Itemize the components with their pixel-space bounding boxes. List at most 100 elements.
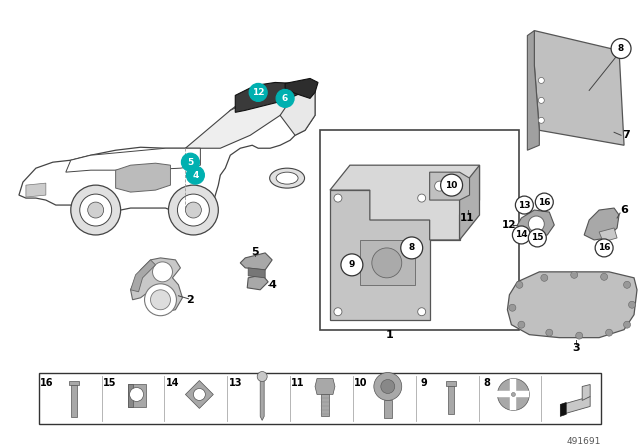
Text: 6: 6 <box>282 94 288 103</box>
Circle shape <box>515 196 533 214</box>
Bar <box>360 240 415 285</box>
Bar <box>321 395 329 416</box>
Circle shape <box>535 193 553 211</box>
Polygon shape <box>517 210 554 237</box>
Circle shape <box>628 301 636 308</box>
Polygon shape <box>240 253 272 270</box>
Circle shape <box>595 239 613 257</box>
Circle shape <box>334 194 342 202</box>
Bar <box>71 385 77 418</box>
Text: 11: 11 <box>460 213 475 223</box>
Polygon shape <box>131 258 182 312</box>
Polygon shape <box>560 402 566 416</box>
Text: 7: 7 <box>622 130 630 140</box>
Circle shape <box>571 271 578 278</box>
Text: 4: 4 <box>268 280 276 290</box>
Text: 10: 10 <box>354 378 367 388</box>
Text: 8: 8 <box>483 378 490 388</box>
Bar <box>68 380 79 385</box>
Polygon shape <box>315 379 335 395</box>
Text: 15: 15 <box>531 233 543 242</box>
Circle shape <box>497 379 529 410</box>
Circle shape <box>576 332 582 339</box>
Circle shape <box>374 373 402 401</box>
Text: 14: 14 <box>166 378 179 388</box>
Bar <box>39 373 601 424</box>
Circle shape <box>177 194 209 226</box>
Text: 12: 12 <box>252 88 264 97</box>
Circle shape <box>381 379 395 393</box>
Circle shape <box>372 248 402 278</box>
Circle shape <box>518 321 525 328</box>
Circle shape <box>538 117 544 123</box>
Circle shape <box>80 194 111 226</box>
Text: 8: 8 <box>408 243 415 252</box>
Circle shape <box>88 202 104 218</box>
Bar <box>447 387 454 414</box>
Circle shape <box>168 185 218 235</box>
Circle shape <box>541 274 548 281</box>
Text: 5: 5 <box>188 158 193 167</box>
Polygon shape <box>186 380 213 409</box>
Circle shape <box>435 181 445 191</box>
Circle shape <box>186 202 202 218</box>
Polygon shape <box>66 148 200 172</box>
Polygon shape <box>330 190 460 320</box>
Bar <box>511 379 516 410</box>
Text: 6: 6 <box>620 205 628 215</box>
Circle shape <box>401 237 422 259</box>
Circle shape <box>440 174 463 196</box>
Polygon shape <box>186 93 305 148</box>
Bar <box>127 383 132 407</box>
Bar <box>445 380 456 387</box>
Polygon shape <box>330 165 479 240</box>
Text: 9: 9 <box>349 260 355 269</box>
Circle shape <box>276 90 294 108</box>
Circle shape <box>529 216 544 232</box>
Circle shape <box>341 254 363 276</box>
Polygon shape <box>247 275 268 290</box>
Ellipse shape <box>269 168 305 188</box>
Circle shape <box>193 388 205 401</box>
Text: 491691: 491691 <box>567 437 601 446</box>
Text: 5: 5 <box>252 247 259 257</box>
Circle shape <box>538 78 544 83</box>
Polygon shape <box>599 228 617 242</box>
Polygon shape <box>26 183 46 197</box>
Circle shape <box>418 194 426 202</box>
Text: 15: 15 <box>103 378 116 388</box>
Polygon shape <box>285 78 318 99</box>
Text: 10: 10 <box>445 181 458 190</box>
Circle shape <box>605 329 612 336</box>
Polygon shape <box>248 268 265 278</box>
Text: 16: 16 <box>538 198 550 207</box>
Text: 16: 16 <box>40 378 54 388</box>
Polygon shape <box>460 165 479 240</box>
Circle shape <box>513 226 531 244</box>
Bar <box>384 401 392 418</box>
Text: 1: 1 <box>386 330 394 340</box>
Circle shape <box>546 329 553 336</box>
Ellipse shape <box>276 172 298 184</box>
Text: 16: 16 <box>598 243 611 252</box>
Polygon shape <box>534 30 624 145</box>
Bar <box>497 392 529 397</box>
Polygon shape <box>19 87 315 220</box>
Polygon shape <box>116 163 170 192</box>
Circle shape <box>418 308 426 316</box>
Circle shape <box>509 304 516 311</box>
Polygon shape <box>236 82 300 112</box>
Text: 2: 2 <box>186 295 195 305</box>
Circle shape <box>529 229 547 247</box>
Text: 14: 14 <box>515 230 528 240</box>
Circle shape <box>538 97 544 103</box>
Polygon shape <box>582 384 590 401</box>
Circle shape <box>623 321 630 328</box>
Text: 13: 13 <box>228 378 242 388</box>
Circle shape <box>257 371 267 382</box>
Text: 3: 3 <box>572 343 580 353</box>
Circle shape <box>516 281 523 289</box>
Bar <box>320 130 520 330</box>
Circle shape <box>611 39 631 59</box>
Text: 9: 9 <box>420 378 427 388</box>
